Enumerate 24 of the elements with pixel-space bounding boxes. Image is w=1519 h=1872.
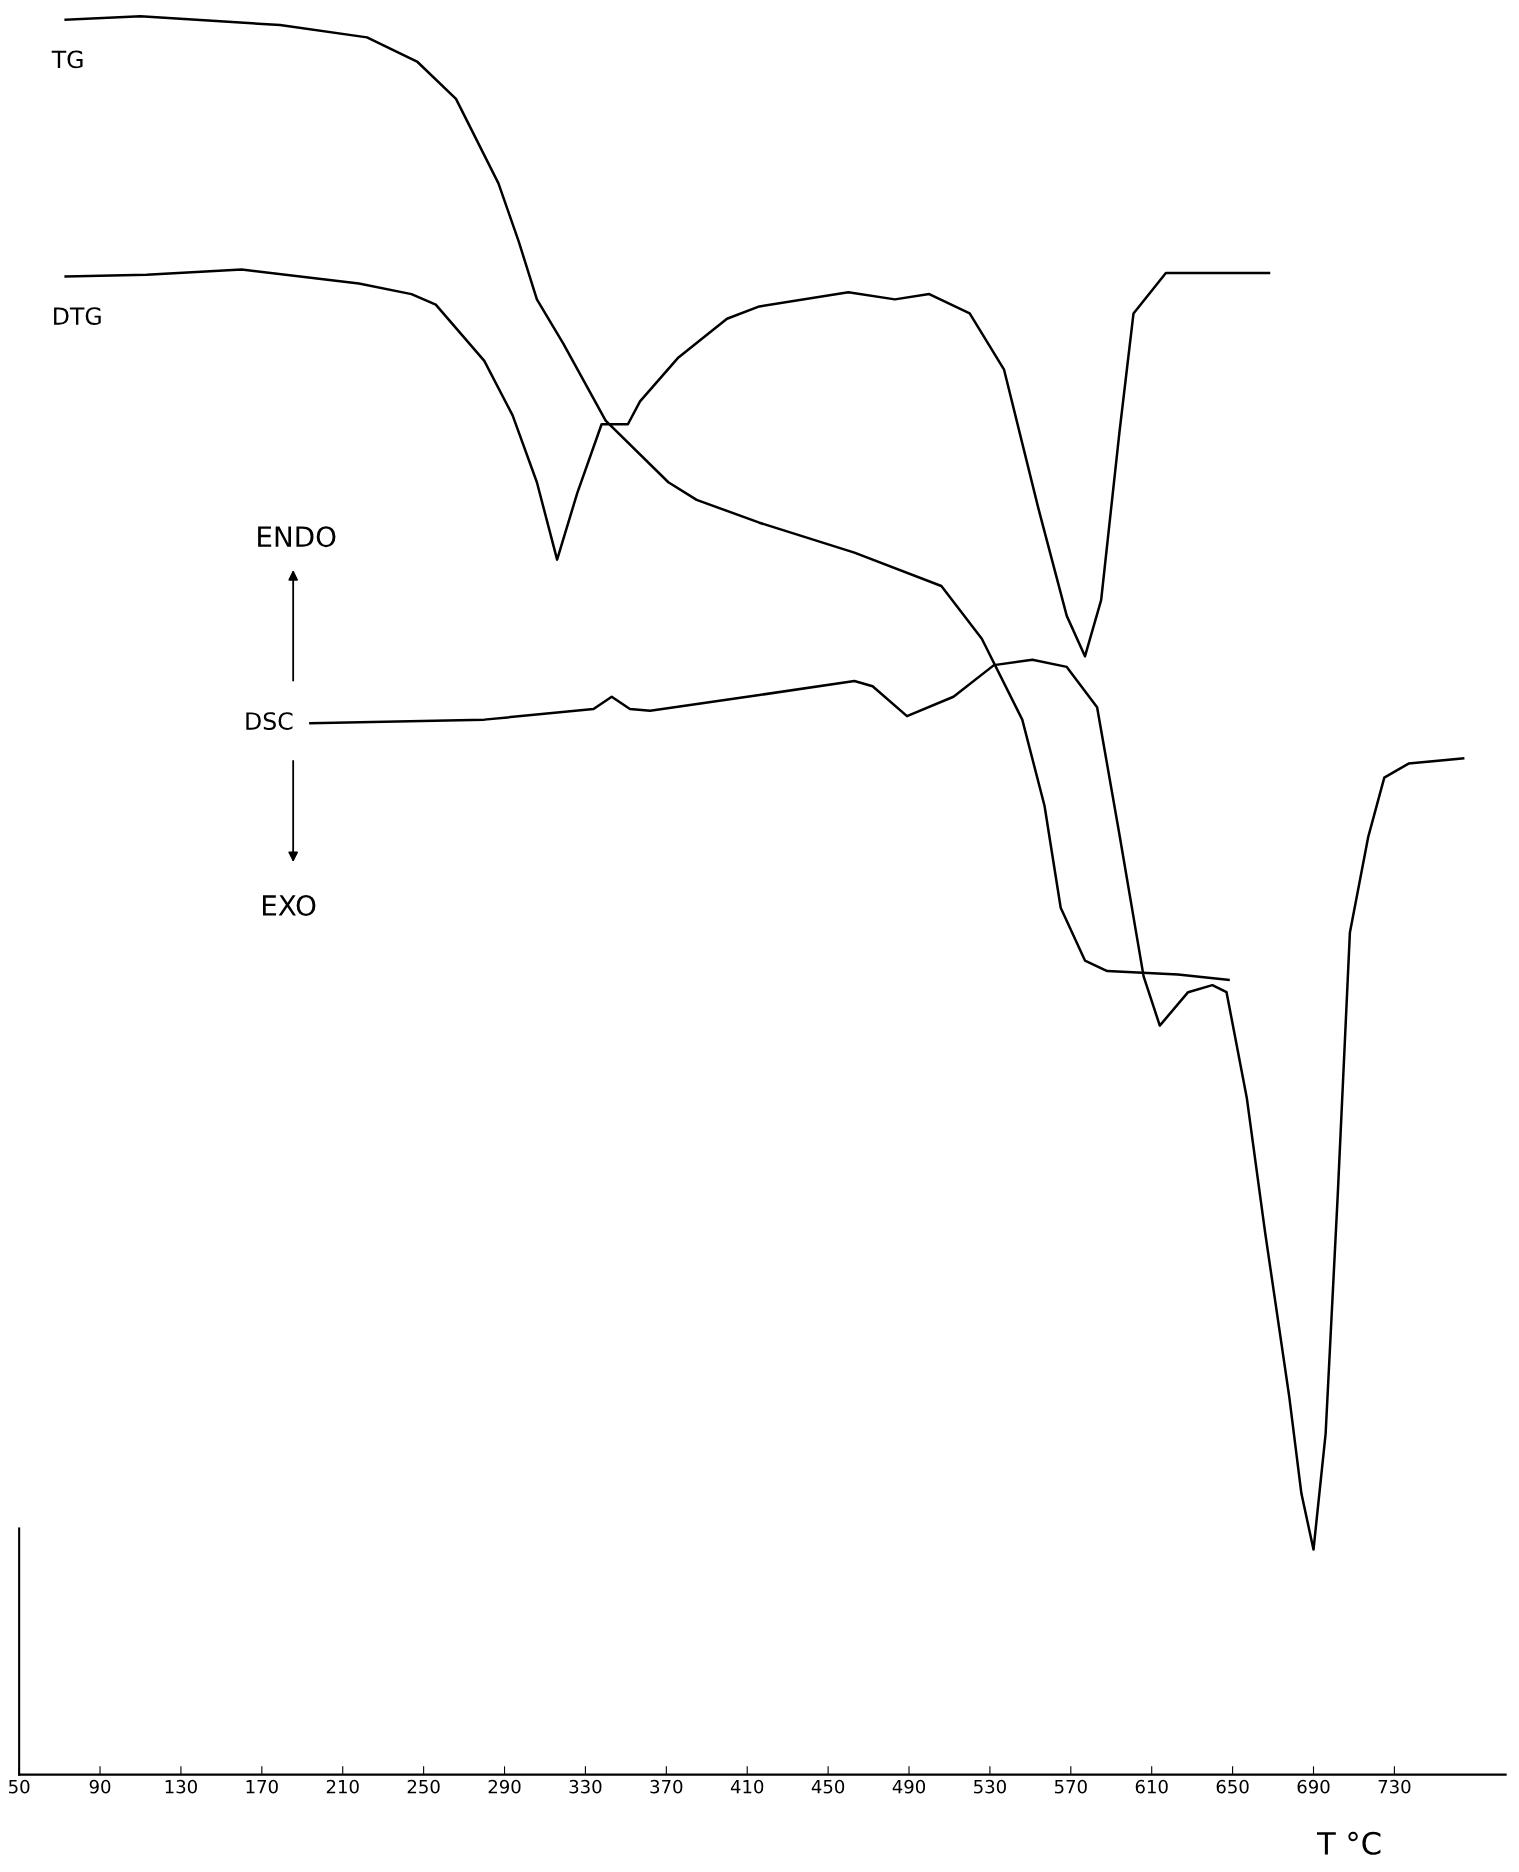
series-label: TG [51, 50, 83, 69]
x-axis-title: T °C [1316, 1831, 1381, 1855]
x-tick-label: 410 [730, 1779, 764, 1794]
series-label: DTG [54, 307, 101, 326]
x-tick-label: 450 [811, 1779, 845, 1794]
x-tick-label: 210 [326, 1779, 359, 1794]
x-tick-label: 530 [974, 1779, 1006, 1794]
annotation: ENDO [258, 526, 336, 548]
x-tick-label: 690 [1297, 1779, 1330, 1794]
x-tick-label: 490 [892, 1779, 926, 1794]
x-tick-label: 250 [407, 1779, 440, 1794]
x-tick-label: 570 [1054, 1779, 1087, 1794]
x-tick-label: 370 [650, 1779, 683, 1794]
x-tick-label: 610 [1135, 1779, 1168, 1794]
x-tick-label: 170 [246, 1779, 278, 1794]
x-tick-label: 290 [488, 1779, 521, 1794]
x-tick-label: 730 [1378, 1779, 1411, 1794]
x-tick-label: 50 [9, 1779, 30, 1794]
x-tick-label: 90 [89, 1779, 111, 1794]
x-tick-label: 330 [569, 1779, 602, 1794]
x-tick-label: 130 [165, 1779, 197, 1794]
series-label: DSC [246, 712, 293, 730]
x-tick-label: 650 [1216, 1779, 1249, 1794]
annotation: EXO [263, 894, 316, 916]
